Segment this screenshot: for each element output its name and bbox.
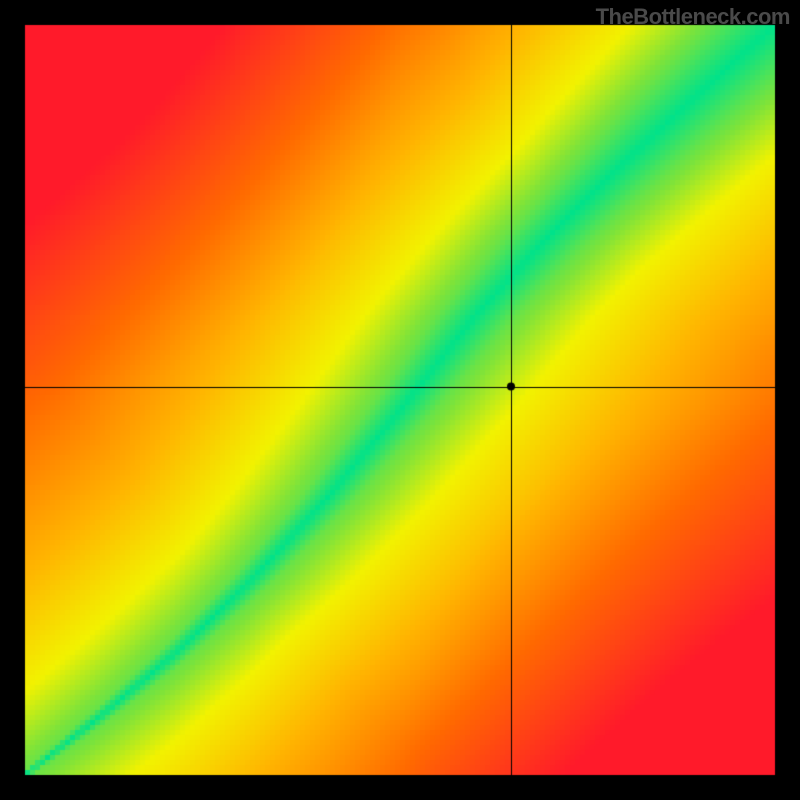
watermark-text: TheBottleneck.com: [596, 4, 790, 30]
chart-container: TheBottleneck.com: [0, 0, 800, 800]
heatmap-canvas: [0, 0, 800, 800]
